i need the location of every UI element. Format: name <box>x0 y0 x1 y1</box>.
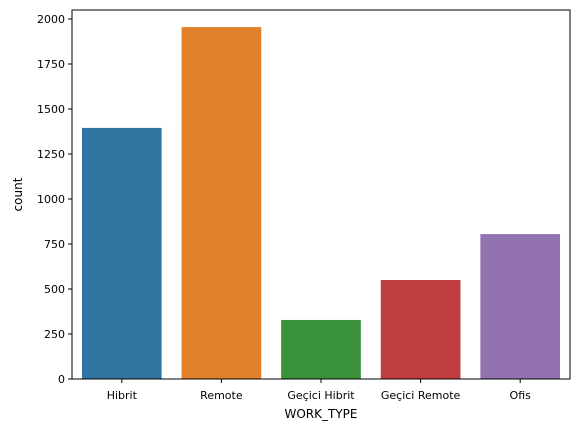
bar-ofis <box>480 234 561 379</box>
x-axis-label: WORK_TYPE <box>285 407 358 421</box>
y-tick-label: 2000 <box>37 13 65 26</box>
bar-hibrit <box>81 127 162 380</box>
y-axis-label: count <box>11 177 25 211</box>
y-tick-label: 0 <box>58 373 65 386</box>
x-tick-label: Ofis <box>510 389 532 402</box>
y-tick-label: 250 <box>44 328 65 341</box>
bar-remote <box>181 27 262 379</box>
y-tick-label: 1750 <box>37 58 65 71</box>
y-tick-label: 1000 <box>37 193 65 206</box>
x-tick-label: Geçici Remote <box>381 389 461 402</box>
y-tick-label: 750 <box>44 238 65 251</box>
bar-ge-ici-remote <box>380 280 461 379</box>
bars <box>81 27 561 380</box>
x-tick-label: Hibrit <box>107 389 138 402</box>
plot-frame <box>71 9 571 380</box>
y-axis-ticks: 0 250 500 750 1000 1250 1500 1750 2000 <box>37 13 72 386</box>
y-tick-label: 1500 <box>37 103 65 116</box>
bar-ge-ici-hibrit <box>281 319 361 379</box>
x-axis-ticks: Hibrit Remote Geçici Hibrit Geçici Remote Of… <box>107 379 531 402</box>
y-tick-label: 500 <box>44 283 65 296</box>
x-tick-label: Remote <box>200 389 243 402</box>
x-tick-label: Geçici Hibrit <box>287 389 355 402</box>
y-tick-label: 1250 <box>37 148 65 161</box>
